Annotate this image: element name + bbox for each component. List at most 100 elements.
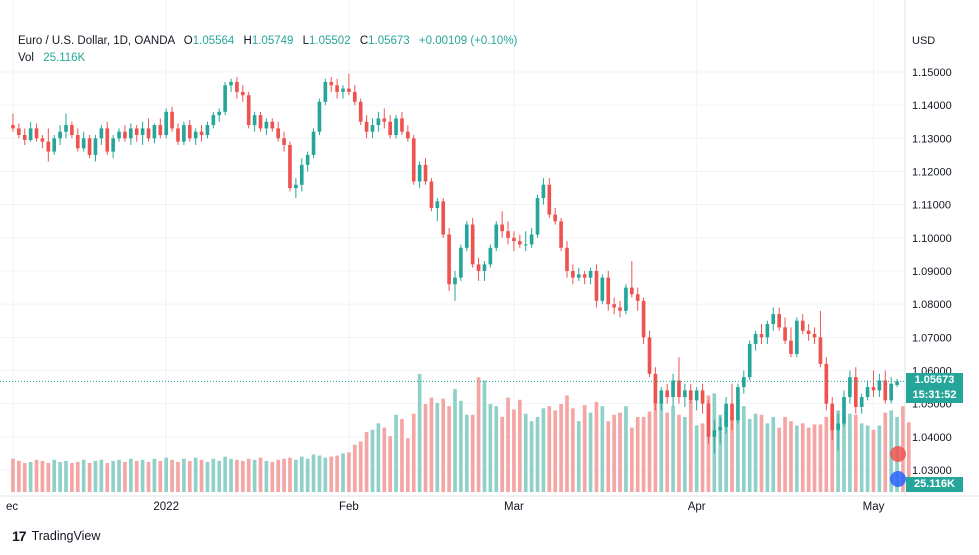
volume-bar — [406, 438, 410, 492]
price-tick-label: 1.12000 — [912, 167, 952, 179]
volume-bar — [429, 397, 434, 492]
candle-body — [576, 274, 581, 278]
volume-bar — [500, 416, 504, 492]
volume-bar — [736, 410, 740, 492]
candle-body — [470, 224, 475, 265]
tradingview-footer[interactable]: 17 TradingView — [12, 528, 100, 544]
high-value: 1.05749 — [251, 35, 294, 47]
symbol-title[interactable]: Euro / U.S. Dollar, 1D, OANDA — [18, 35, 175, 47]
candle-body — [624, 287, 628, 311]
volume-bar — [582, 405, 587, 492]
symbol-legend[interactable]: Euro / U.S. Dollar, 1D, OANDA O1.05564 H… — [18, 35, 517, 47]
candle-body — [22, 135, 27, 140]
candle-body — [476, 264, 481, 271]
volume-bar — [140, 459, 145, 492]
candle-body — [187, 125, 192, 139]
volume-bar — [747, 419, 752, 492]
candle-body — [694, 390, 699, 401]
candle-body — [152, 125, 157, 139]
volume-bar — [129, 458, 133, 492]
candle-body — [394, 118, 398, 136]
volume-bar — [453, 389, 457, 492]
volume-bar — [635, 416, 640, 492]
close-label: C — [359, 35, 369, 47]
candle-body — [612, 304, 616, 308]
volume-bar — [753, 413, 758, 492]
volume-bar — [547, 406, 552, 492]
volume-bar — [134, 460, 139, 492]
volume-bar — [600, 406, 605, 492]
volume-bar — [117, 459, 121, 492]
candle-body — [123, 131, 127, 139]
candle-body — [99, 128, 104, 139]
volume-bar — [565, 395, 569, 492]
volume-bar — [706, 395, 711, 492]
volume-bar — [99, 459, 104, 492]
candle-body — [800, 320, 805, 331]
volume-legend[interactable]: Vol 25.116K — [18, 52, 85, 64]
price-tick-label: 1.07000 — [912, 332, 952, 344]
candle-body — [871, 387, 876, 391]
candle-body — [129, 128, 133, 139]
bar-countdown: 15:31:52 — [912, 389, 957, 401]
volume-bar — [187, 460, 192, 492]
candle-body — [406, 131, 410, 139]
volume-bar — [376, 423, 381, 492]
indicator-icons[interactable] — [890, 446, 906, 487]
low-value: 1.05502 — [309, 35, 351, 47]
volume-bar — [553, 410, 558, 492]
volume-bar — [806, 427, 811, 492]
volume-bar — [123, 461, 127, 492]
volume-bar — [258, 457, 263, 492]
candle-body — [653, 373, 658, 404]
volume-bar — [482, 380, 487, 492]
candle-body — [311, 131, 316, 155]
candle-body — [217, 111, 222, 116]
volume-bar — [665, 412, 670, 492]
volume-bar — [629, 427, 634, 492]
volume-bar — [46, 463, 51, 492]
volume-bar — [700, 423, 705, 492]
price-tick-label: 1.11000 — [912, 200, 951, 212]
volume-bar — [730, 416, 734, 492]
candle-body — [75, 135, 80, 149]
volume-bar — [529, 421, 534, 492]
volume-bar — [842, 416, 846, 492]
volume-bar — [288, 457, 292, 492]
tradingview-logo-icon[interactable]: 17 — [12, 528, 27, 544]
indicator-icon-1[interactable] — [890, 446, 906, 462]
time-axis[interactable]: ec2022FebMarAprMayJun — [6, 501, 979, 513]
candle-body — [211, 115, 216, 126]
volume-bar — [394, 414, 398, 492]
candle-body — [706, 403, 711, 437]
price-axis[interactable]: 1.15000 1.14000 1.13000 1.12000 1.11000 1.100… — [912, 67, 952, 477]
candle-body — [842, 397, 846, 424]
candle-body — [347, 88, 351, 92]
volume-bar — [87, 463, 92, 492]
volume-bar — [523, 413, 528, 492]
volume-bar — [765, 423, 770, 492]
indicator-icon-2[interactable] — [890, 471, 906, 487]
candle-body — [553, 214, 558, 222]
volume-bar — [282, 458, 286, 492]
brand-name[interactable]: TradingView — [31, 529, 101, 543]
candle-body — [582, 274, 587, 278]
volume-bar — [305, 458, 310, 492]
candle-body — [382, 118, 387, 122]
candle-body — [370, 125, 375, 132]
candle-body — [429, 181, 434, 208]
volume-bar — [34, 459, 39, 492]
volume-bar — [718, 414, 723, 492]
volume-bar — [494, 406, 499, 492]
candle-body — [17, 128, 21, 136]
candle-body — [93, 138, 98, 155]
candle-body — [341, 88, 345, 92]
candle-body — [718, 426, 723, 431]
candle-body — [877, 380, 882, 391]
candle-body — [417, 164, 422, 182]
candle-body — [252, 115, 257, 126]
candle-body — [264, 121, 269, 129]
volume-bar — [671, 406, 675, 492]
candle-body — [500, 224, 504, 232]
